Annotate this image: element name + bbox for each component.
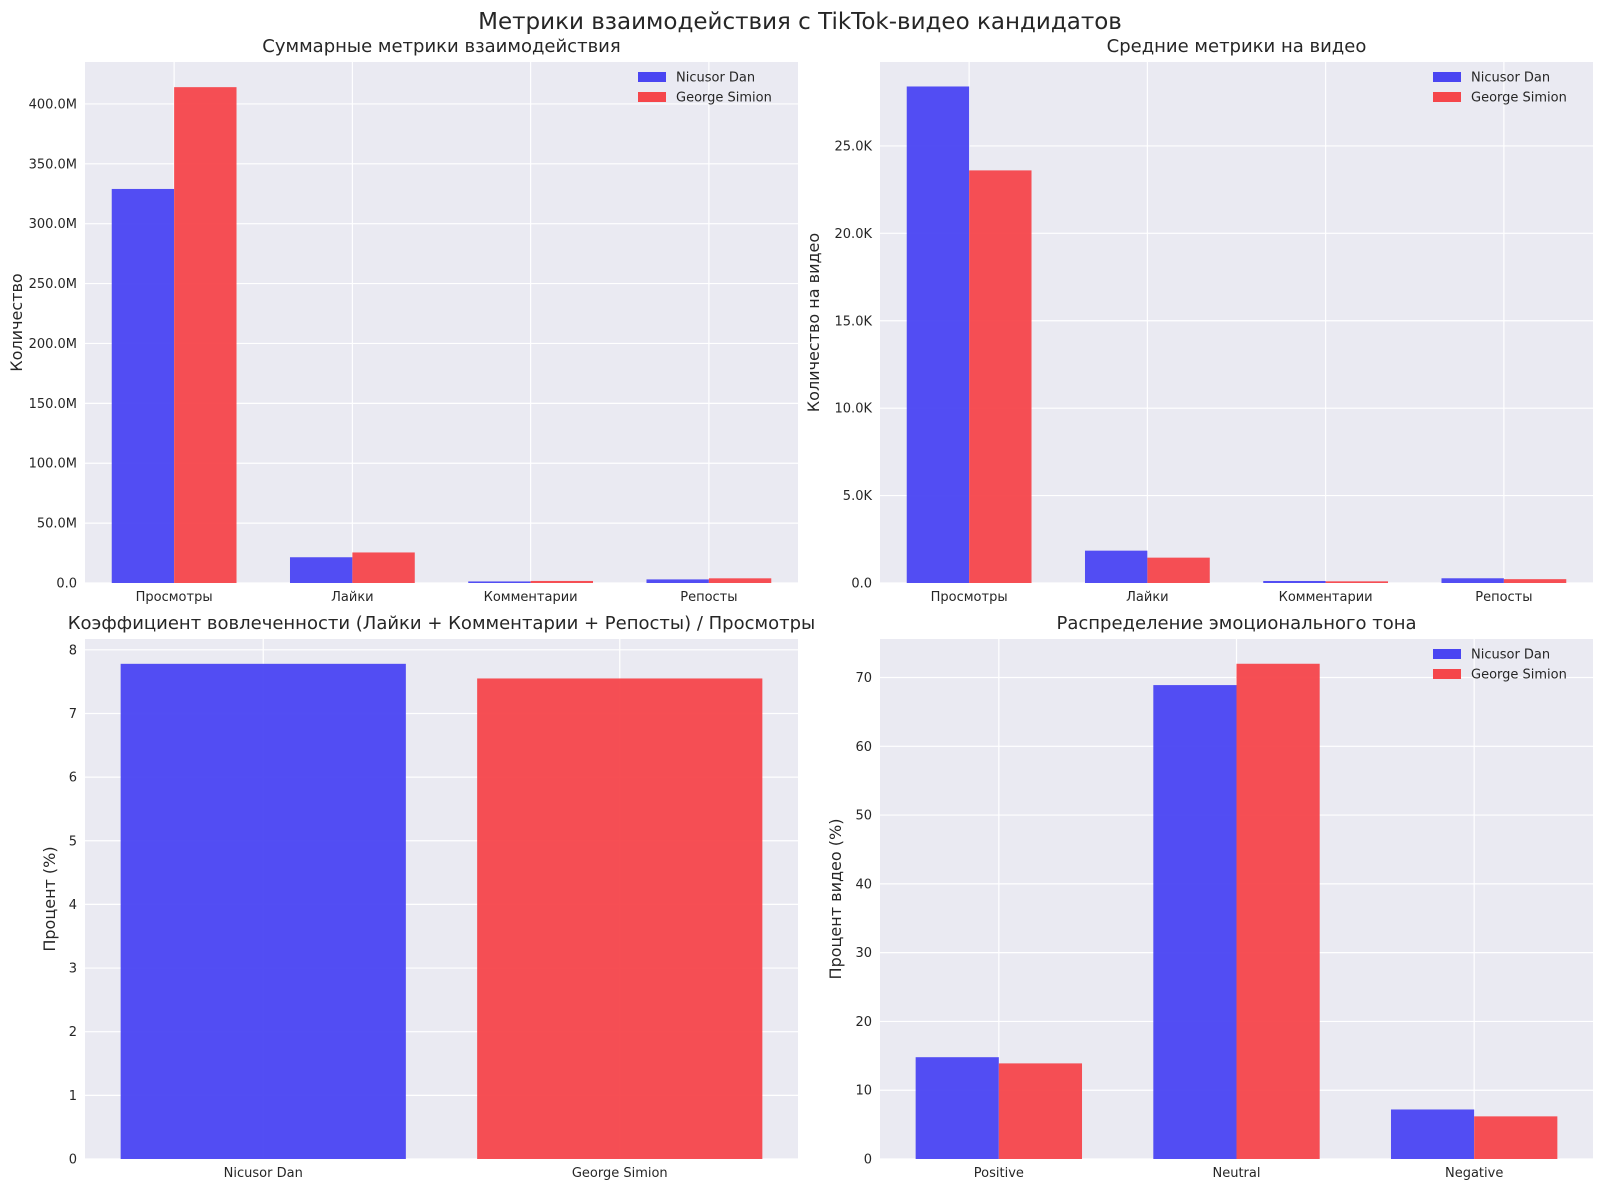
y-tick-label: 350.0M <box>29 157 77 172</box>
y-tick-label: 300.0M <box>29 217 77 232</box>
bar-nicusor-dan <box>1084 550 1148 583</box>
bar-george-simion <box>969 170 1032 583</box>
bar-george-simion <box>1236 663 1320 1159</box>
legend-swatch <box>1433 72 1461 82</box>
chart-title: Средние метрики на видео <box>1107 36 1367 57</box>
y-tick-label: 7 <box>69 707 77 722</box>
x-tick-label: Репосты <box>680 590 737 605</box>
y-tick-label: 200.0M <box>29 337 77 352</box>
chart-title: Коэффициент вовлеченности (Лайки + Комме… <box>68 613 815 634</box>
x-tick-label: Лайки <box>331 590 374 605</box>
legend-label: George Simion <box>1471 91 1567 106</box>
chart-title: Распределение эмоционального тона <box>1056 613 1416 634</box>
y-tick-label: 0 <box>864 1153 872 1168</box>
bar-george-simion <box>1503 579 1567 583</box>
bar-george-simion <box>708 578 772 583</box>
y-tick-label: 150.0M <box>29 397 77 412</box>
legend-swatch <box>1433 92 1461 102</box>
y-tick-label: 15.0K <box>835 314 873 329</box>
panel-engagement-rate: 0 1 2 3 4 5 6 7 8 Nicusor Dan George Simion Коэффиц… <box>40 613 815 1181</box>
y-tick-label: 25.0K <box>835 139 873 154</box>
y-tick-label: 5 <box>69 834 77 849</box>
x-tick-label: Просмотры <box>136 590 213 605</box>
y-tick-label: 0.0 <box>851 577 872 592</box>
figure-suptitle: Метрики взаимодействия с TikTok-видео ка… <box>478 9 1122 35</box>
y-tick-label: 10.0K <box>835 402 873 417</box>
bar-george-simion <box>1325 581 1389 583</box>
x-tick-label: Просмотры <box>931 590 1008 605</box>
y-tick-label: 60 <box>855 740 872 755</box>
x-tick-label: Neutral <box>1213 1166 1261 1181</box>
y-tick-label: 6 <box>69 771 77 786</box>
y-tick-label: 10 <box>855 1084 872 1099</box>
legend-label: Nicusor Dan <box>1471 648 1550 663</box>
y-axis-label: Процент видео (%) <box>826 819 845 980</box>
bar-nicusor-dan <box>111 188 175 583</box>
legend-label: Nicusor Dan <box>676 71 755 86</box>
panel-average-per-video: 0.0 5.0K 10.0K 15.0K 20.0K 25.0K Просмотры Лайк… <box>804 36 1593 605</box>
y-tick-label: 30 <box>855 946 872 961</box>
panel-sentiment-distribution: 0 10 20 30 40 50 60 70 Positive Neutral Negative Ра… <box>826 613 1593 1181</box>
y-tick-label: 400.0M <box>29 97 77 112</box>
y-tick-label: 3 <box>69 962 77 977</box>
y-tick-label: 100.0M <box>29 457 77 472</box>
bar-george-simion <box>1147 557 1210 583</box>
x-tick-label: Negative <box>1445 1166 1503 1181</box>
y-tick-label: 20 <box>855 1015 872 1030</box>
chart-title: Суммарные метрики взаимодействия <box>262 36 620 57</box>
y-tick-label: 8 <box>69 643 77 658</box>
legend-label: Nicusor Dan <box>1471 71 1550 86</box>
y-tick-label: 20.0K <box>835 227 873 242</box>
y-tick-label: 5.0K <box>843 489 873 504</box>
legend-swatch <box>1433 669 1461 679</box>
bar-george-simion <box>1474 1116 1558 1159</box>
y-tick-label: 4 <box>69 898 77 913</box>
x-tick-label: Комментарии <box>484 590 578 605</box>
bar-nicusor-dan <box>906 86 970 584</box>
legend-swatch <box>1433 649 1461 659</box>
bar-nicusor-dan <box>120 663 406 1159</box>
bar-george-simion <box>530 580 594 583</box>
y-axis-label: Количество <box>7 273 26 371</box>
bar-george-simion <box>998 1063 1083 1159</box>
bar-george-simion <box>352 552 415 583</box>
bar-nicusor-dan <box>1390 1109 1475 1159</box>
bar-nicusor-dan <box>915 1057 999 1159</box>
y-tick-label: 50 <box>855 809 872 824</box>
x-tick-label: Positive <box>974 1166 1024 1181</box>
y-axis-label: Количество на видео <box>804 233 823 412</box>
x-tick-label: Комментарии <box>1279 590 1373 605</box>
x-tick-label: Nicusor Dan <box>224 1166 303 1181</box>
y-tick-label: 40 <box>855 877 872 892</box>
legend-label: George Simion <box>1471 668 1567 683</box>
bar-nicusor-dan <box>1441 578 1504 583</box>
bar-nicusor-dan <box>1263 580 1326 583</box>
y-tick-label: 0 <box>69 1153 77 1168</box>
legend-label: George Simion <box>676 91 772 106</box>
bar-nicusor-dan <box>1153 685 1237 1159</box>
y-tick-label: 250.0M <box>29 277 77 292</box>
y-tick-label: 0.0 <box>56 577 77 592</box>
panel-total-engagement: 0.0 50.0M 100.0M 150.0M 200.0M 250.0M 300.0M 35… <box>7 36 798 605</box>
bar-nicusor-dan <box>468 581 531 583</box>
y-tick-label: 1 <box>69 1089 77 1104</box>
legend-swatch <box>638 72 666 82</box>
bar-nicusor-dan <box>289 557 353 583</box>
y-tick-label: 70 <box>855 671 872 686</box>
bar-george-simion <box>477 678 763 1159</box>
legend-swatch <box>638 92 666 102</box>
x-tick-label: Лайки <box>1126 590 1169 605</box>
y-axis-label: Процент (%) <box>40 846 59 951</box>
x-tick-label: Репосты <box>1475 590 1532 605</box>
x-tick-label: George Simion <box>572 1166 668 1181</box>
y-tick-label: 2 <box>69 1025 77 1040</box>
bar-nicusor-dan <box>646 579 709 583</box>
y-tick-label: 50.0M <box>37 517 77 532</box>
bar-george-simion <box>174 87 237 583</box>
